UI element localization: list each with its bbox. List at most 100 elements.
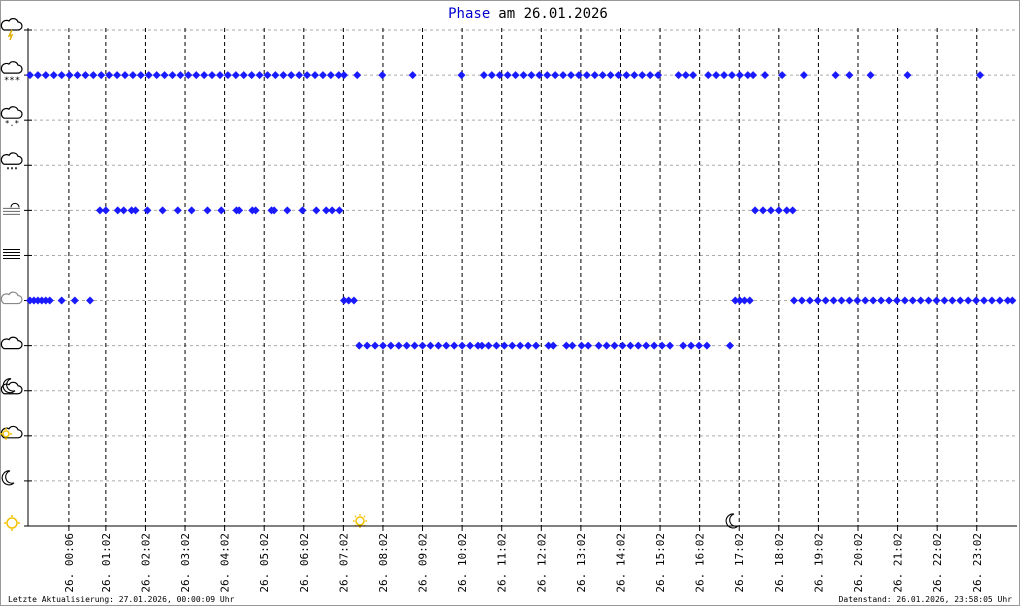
icon-cloud xyxy=(0,61,23,74)
point xyxy=(622,71,631,80)
point xyxy=(312,206,321,215)
point xyxy=(551,71,560,80)
point xyxy=(749,71,758,80)
point xyxy=(900,296,909,305)
icon-moon xyxy=(2,378,16,394)
point xyxy=(544,341,553,350)
y-tick-icon xyxy=(0,378,23,395)
point xyxy=(689,71,698,80)
x-tick-label: 26. 11:02 xyxy=(496,533,509,593)
point xyxy=(223,71,232,80)
x-tick-label: 26. 17:02 xyxy=(733,533,746,593)
chart-title: Phase am 26.01.2026 xyxy=(448,6,608,22)
point xyxy=(215,71,224,80)
point xyxy=(679,341,688,350)
point xyxy=(610,341,619,350)
point xyxy=(119,206,128,215)
footer-left: Letzte Aktualisierung: 27.01.2026, 00:00… xyxy=(8,595,235,604)
x-tick-label: 26. 20:02 xyxy=(852,533,865,593)
point xyxy=(426,341,435,350)
point xyxy=(477,341,486,350)
point xyxy=(479,71,488,80)
point xyxy=(81,71,90,80)
point xyxy=(704,71,713,80)
point xyxy=(386,341,395,350)
point xyxy=(524,341,533,350)
point xyxy=(168,71,177,80)
point xyxy=(885,296,894,305)
point xyxy=(634,341,643,350)
y-tick-icon xyxy=(3,202,20,215)
x-tick-label: 26. 19:02 xyxy=(812,533,825,593)
point xyxy=(334,71,343,80)
point xyxy=(916,296,925,305)
icon-cloud xyxy=(0,18,23,31)
point xyxy=(735,296,744,305)
point xyxy=(1003,296,1012,305)
point xyxy=(349,296,358,305)
point xyxy=(594,341,603,350)
point xyxy=(295,71,304,80)
point xyxy=(654,71,663,80)
point xyxy=(903,71,912,80)
point xyxy=(173,206,182,215)
point xyxy=(263,71,272,80)
point xyxy=(57,71,66,80)
point xyxy=(606,71,615,80)
point xyxy=(418,341,427,350)
point xyxy=(940,296,949,305)
point xyxy=(158,206,167,215)
point xyxy=(712,71,721,80)
x-tick-label: 26. 09:02 xyxy=(417,533,430,593)
point xyxy=(45,296,54,305)
point xyxy=(208,71,217,80)
point xyxy=(128,71,137,80)
x-tick-label: 26. 21:02 xyxy=(892,533,905,593)
x-tick-label: 26. 18:02 xyxy=(773,533,786,593)
point xyxy=(70,296,79,305)
point xyxy=(95,206,104,215)
y-tick-icon xyxy=(1,470,15,486)
point xyxy=(487,71,496,80)
x-tick-label: 26. 02:02 xyxy=(139,533,152,593)
point xyxy=(559,71,568,80)
icon-snow: *.* xyxy=(5,119,20,128)
point xyxy=(200,71,209,80)
icon-cloud xyxy=(0,425,23,439)
point xyxy=(543,71,552,80)
point xyxy=(799,71,808,80)
point xyxy=(143,206,152,215)
point xyxy=(602,341,611,350)
point xyxy=(646,71,655,80)
point xyxy=(590,71,599,80)
point xyxy=(519,71,528,80)
point xyxy=(255,71,264,80)
point xyxy=(192,71,201,80)
footer-right: Datenstand: 26.01.2026, 23:58:05 Uhr xyxy=(839,595,1013,604)
point xyxy=(549,341,558,350)
x-tick-label: 26. 01:02 xyxy=(100,533,113,593)
point xyxy=(89,71,98,80)
point xyxy=(598,71,607,80)
point xyxy=(731,296,740,305)
point xyxy=(574,71,583,80)
point xyxy=(745,296,754,305)
x-tick-label: 26. 14:02 xyxy=(614,533,627,593)
point xyxy=(73,71,82,80)
point xyxy=(720,71,729,80)
point xyxy=(410,341,419,350)
x-tick-label: 26. 10:02 xyxy=(456,533,469,593)
point xyxy=(829,296,838,305)
point xyxy=(503,71,512,80)
icon-rays xyxy=(0,427,12,440)
point xyxy=(758,206,767,215)
point xyxy=(516,341,525,350)
point xyxy=(322,206,331,215)
point xyxy=(751,206,760,215)
point xyxy=(577,341,586,350)
point xyxy=(402,341,411,350)
point xyxy=(618,341,627,350)
point xyxy=(353,71,362,80)
y-tick-icon xyxy=(0,291,23,305)
